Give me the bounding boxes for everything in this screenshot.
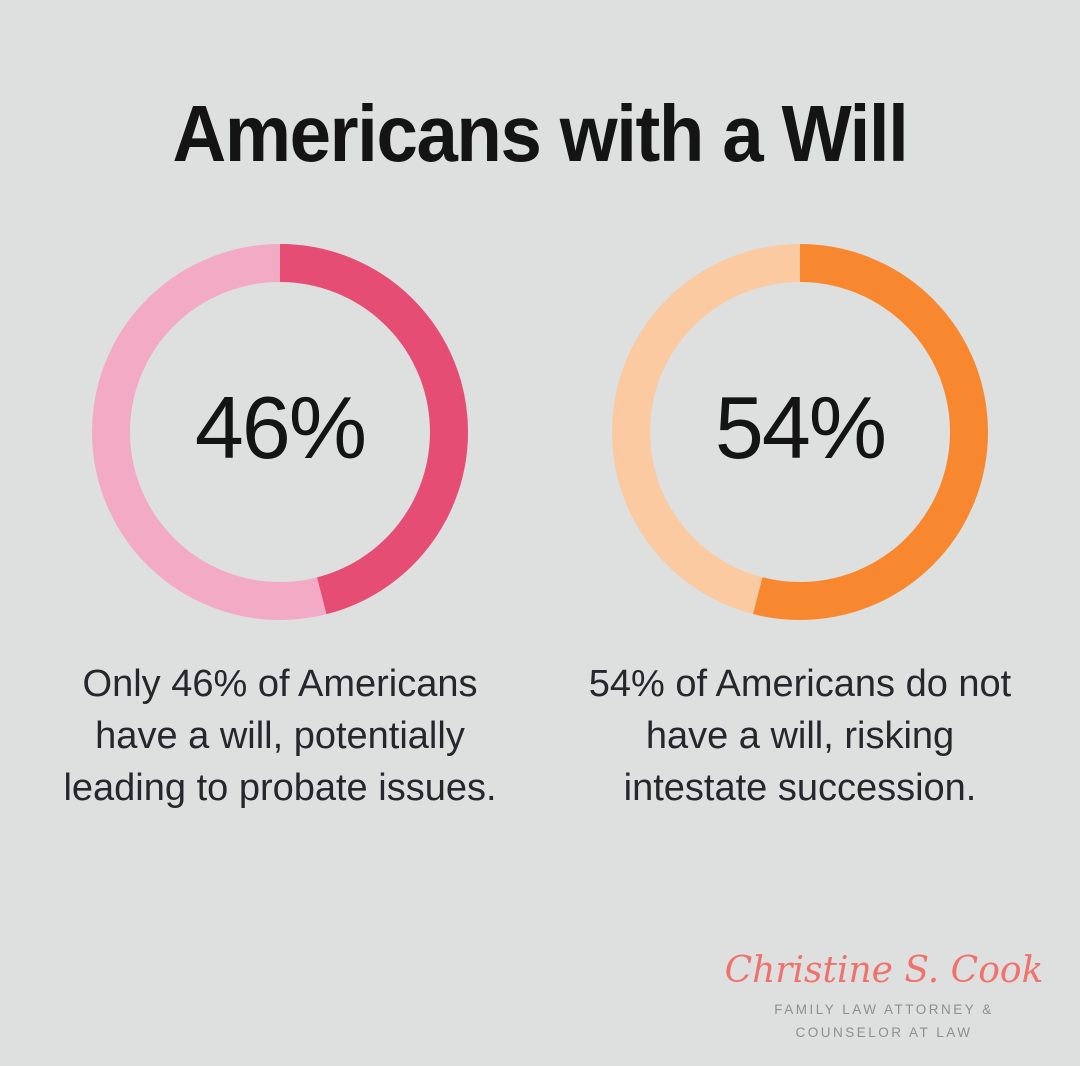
brand-tagline-line2: COUNSELOR AT LAW (795, 1024, 973, 1040)
donut-value-arc (92, 244, 468, 620)
caption-line: have a will, potentially (95, 715, 465, 758)
donut-value-arc (612, 244, 988, 620)
caption-line: 54% of Americans do not (588, 663, 1012, 705)
caption-line: have a will, risking (645, 715, 955, 758)
caption-line: intestate succession. (623, 767, 977, 810)
brand-tagline-line1: FAMILY LAW ATTORNEY & (774, 1002, 994, 1018)
donut-chart-without-will: 54% (612, 244, 988, 620)
caption-without-will: 54% of Americans do not have a will, ris… (550, 658, 1050, 814)
charts-row: 46% Only 46% of Americans have a will, p… (0, 244, 1080, 814)
chart-card-with-will: 46% Only 46% of Americans have a will, p… (20, 244, 540, 814)
percent-label-without-will: 54% (714, 377, 887, 477)
caption-line: leading to probate issues. (63, 767, 497, 810)
caption-with-will: Only 46% of Americans have a will, poten… (30, 658, 530, 814)
donut-svg-without-will (612, 244, 988, 620)
brand-tagline: FAMILY LAW ATTORNEY & COUNSELOR AT LAW (714, 999, 1054, 1044)
percent-label-with-will: 46% (194, 377, 367, 477)
brand-signature: Christine S. Cook (724, 950, 1044, 992)
page-title: Americans with a Will (172, 89, 909, 178)
donut-svg-with-will (92, 244, 468, 620)
chart-card-without-will: 54% 54% of Americans do not have a will,… (540, 244, 1060, 814)
brand-logo: Christine S. Cook FAMILY LAW ATTORNEY & … (714, 949, 1054, 1044)
caption-line: Only 46% of Americans (82, 663, 478, 705)
donut-chart-with-will: 46% (92, 244, 468, 620)
